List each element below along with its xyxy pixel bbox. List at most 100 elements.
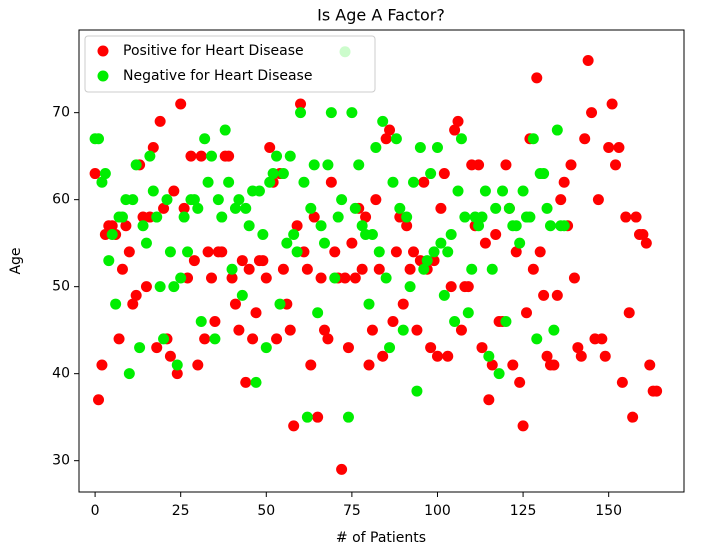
point [325,176,337,188]
point [459,211,471,223]
point [558,220,570,232]
point [572,342,584,354]
point [233,194,245,206]
point [130,159,142,171]
point [462,281,474,293]
point [538,289,550,301]
point [264,176,276,188]
x-tick-label: 150 [595,503,622,519]
point [171,368,183,380]
point [370,194,382,206]
x-tick-label: 0 [91,503,100,519]
point [360,211,372,223]
point [336,194,348,206]
point [490,228,502,240]
point [387,176,399,188]
point [575,350,587,362]
point [158,333,170,345]
point [377,350,389,362]
point [240,202,252,214]
point [116,211,128,223]
point [548,324,560,336]
point [425,168,437,180]
point [236,289,248,301]
x-axis-label: # of Patients [336,530,426,546]
point [366,324,378,336]
point [127,298,139,310]
point [500,315,512,327]
legend-marker [97,70,109,82]
point [548,359,560,371]
point [147,185,159,197]
point [305,359,317,371]
point [288,420,300,432]
y-tick-label: 50 [52,279,70,295]
plot-frame [78,29,685,493]
point [531,72,543,84]
point [202,246,214,258]
point [380,133,392,145]
point [606,98,618,110]
point [308,159,320,171]
point [188,194,200,206]
point [507,359,519,371]
point [514,376,526,388]
point [96,176,108,188]
point [377,115,389,127]
point [473,159,485,171]
point [493,368,505,380]
point [565,159,577,171]
point [106,228,118,240]
point [120,220,132,232]
point [308,211,320,223]
point [421,255,433,267]
point [243,220,255,232]
x-tick-label: 25 [172,503,190,519]
point [298,176,310,188]
point [257,228,269,240]
point [140,281,152,293]
point [171,359,183,371]
point [449,124,461,136]
point [229,298,241,310]
point [483,394,495,406]
point [236,255,248,267]
point [390,133,402,145]
point [154,281,166,293]
point [312,411,324,423]
point [264,141,276,153]
point [510,246,522,258]
point [442,246,454,258]
point [462,307,474,319]
point [455,324,467,336]
point [387,315,399,327]
point [384,124,396,136]
point [274,298,286,310]
point [134,342,146,354]
point [233,324,245,336]
point [106,220,118,232]
point [411,324,423,336]
point [206,272,218,284]
point [151,342,163,354]
point [425,342,437,354]
point [363,298,375,310]
point [455,133,467,145]
point [260,342,272,354]
point [93,133,105,145]
point [223,150,235,162]
point [113,333,125,345]
point [342,342,354,354]
point [216,246,228,258]
point [644,359,656,371]
point [603,141,615,153]
point [551,124,563,136]
point [295,107,307,119]
point [544,220,556,232]
point [325,107,337,119]
point [486,263,498,275]
point [318,237,330,249]
point [342,411,354,423]
point [592,194,604,206]
